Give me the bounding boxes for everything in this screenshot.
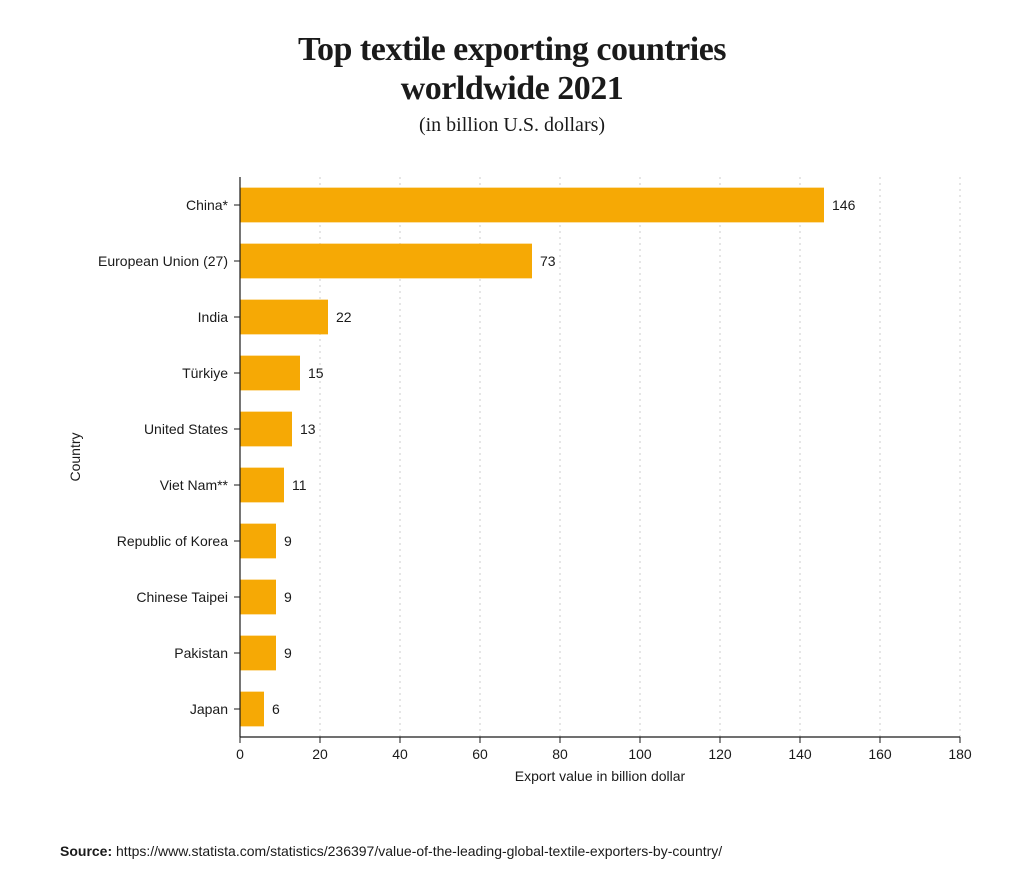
chart-container: Top textile exporting countries worldwid… <box>0 0 1024 893</box>
title-block: Top textile exporting countries worldwid… <box>40 30 984 137</box>
y-category-label: Republic of Korea <box>117 533 229 549</box>
source-text: https://www.statista.com/statistics/2363… <box>116 843 722 859</box>
subtitle: (in billion U.S. dollars) <box>40 114 984 137</box>
y-category-label: India <box>198 309 229 325</box>
bar <box>240 468 284 503</box>
y-axis-label: Country <box>67 433 83 482</box>
x-tick-label: 60 <box>472 746 488 762</box>
x-tick-label: 120 <box>708 746 732 762</box>
y-category-label: Pakistan <box>174 645 228 661</box>
bar-value-label: 11 <box>292 477 307 493</box>
bar <box>240 692 264 727</box>
source-line: Source: https://www.statista.com/statist… <box>60 843 984 859</box>
bar <box>240 412 292 447</box>
bar <box>240 244 532 279</box>
source-label: Source: <box>60 843 112 859</box>
bar-value-label: 146 <box>832 197 856 213</box>
bar-value-label: 13 <box>300 421 316 437</box>
bar-value-label: 6 <box>272 701 280 717</box>
y-category-label: Japan <box>190 701 228 717</box>
x-tick-label: 140 <box>788 746 812 762</box>
x-tick-label: 20 <box>312 746 328 762</box>
y-category-label: Chinese Taipei <box>136 589 228 605</box>
x-axis-label: Export value in billion dollar <box>515 768 686 784</box>
y-category-label: Viet Nam** <box>160 477 229 493</box>
x-tick-label: 160 <box>868 746 892 762</box>
bar-value-label: 9 <box>284 589 292 605</box>
x-tick-label: 180 <box>948 746 972 762</box>
x-tick-label: 0 <box>236 746 244 762</box>
x-tick-label: 40 <box>392 746 408 762</box>
x-tick-label: 100 <box>628 746 652 762</box>
bar <box>240 188 824 223</box>
bar-value-label: 9 <box>284 645 292 661</box>
y-category-label: European Union (27) <box>98 253 228 269</box>
bar <box>240 300 328 335</box>
bar-value-label: 15 <box>308 365 324 381</box>
bar <box>240 580 276 615</box>
bar-value-label: 9 <box>284 533 292 549</box>
title-line-2: worldwide 2021 <box>401 69 624 108</box>
bar-value-label: 73 <box>540 253 556 269</box>
y-category-label: United States <box>144 421 228 437</box>
y-category-label: Türkiye <box>182 365 228 381</box>
x-tick-label: 80 <box>552 746 568 762</box>
bar-chart: 0 20 40 60 80 100 120 140 160 180 China* 146 Europea… <box>40 157 984 807</box>
bar-value-label: 22 <box>336 309 352 325</box>
y-category-label: China* <box>186 197 229 213</box>
chart-svg: 0 20 40 60 80 100 120 140 160 180 China* 146 Europea… <box>40 157 1000 797</box>
bar <box>240 524 276 559</box>
title-line-1: Top textile exporting countries <box>298 30 726 69</box>
bar <box>240 636 276 671</box>
bar <box>240 356 300 391</box>
